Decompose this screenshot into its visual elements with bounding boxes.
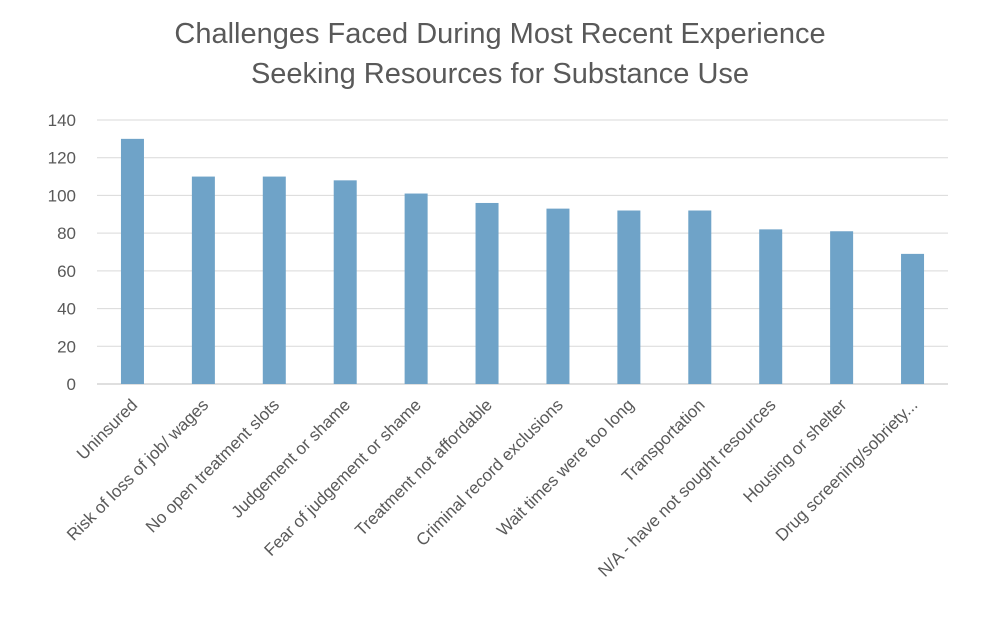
bar <box>759 229 783 384</box>
x-tick-label: Risk of loss of job/ wages <box>63 395 212 544</box>
y-tick-label: 100 <box>48 186 76 205</box>
bar <box>546 208 570 384</box>
bar <box>688 210 712 384</box>
bar <box>475 202 499 384</box>
bar <box>191 176 215 384</box>
x-tick-label: Judgement or shame <box>228 395 354 521</box>
bar <box>617 210 641 384</box>
x-tick-label: Treatment not affordable <box>351 395 495 539</box>
x-tick-label: Wait times were too long <box>493 395 638 540</box>
x-tick-label: Criminal record exclusions <box>412 395 566 549</box>
bar <box>120 138 144 384</box>
y-tick-label: 40 <box>57 300 76 319</box>
x-tick-label: Drug screening/sobriety... <box>772 395 922 545</box>
y-tick-label: 20 <box>57 337 76 356</box>
bar <box>830 231 854 384</box>
chart-title-line-1: Challenges Faced During Most Recent Expe… <box>174 18 826 50</box>
x-tick-label: Uninsured <box>73 395 141 463</box>
y-tick-label: 140 <box>48 111 76 130</box>
bar <box>262 176 286 384</box>
bar <box>901 253 925 384</box>
bar <box>404 193 428 384</box>
chart-title: Challenges Faced During Most Recent Expe… <box>0 14 1000 94</box>
chart-title-line-2: Seeking Resources for Substance Use <box>250 58 750 90</box>
y-tick-label: 60 <box>57 262 76 281</box>
y-tick-label: 80 <box>57 224 76 243</box>
x-tick-label: No open treatment slots <box>142 395 283 536</box>
bar <box>333 180 357 384</box>
y-tick-label: 120 <box>48 149 76 168</box>
y-tick-label: 0 <box>67 375 76 394</box>
